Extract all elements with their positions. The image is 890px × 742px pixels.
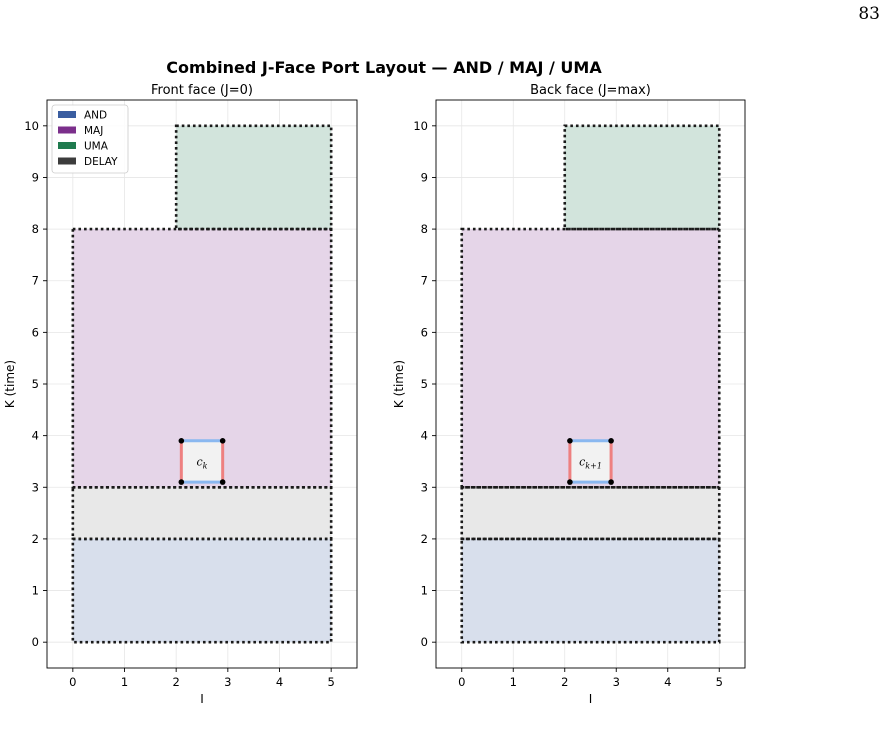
figure-title: Combined J-Face Port Layout — AND / MAJ … (166, 58, 602, 77)
legend: AND MAJ UMA DELAY (51, 104, 129, 174)
region-uma (176, 125, 332, 230)
legend-swatch-uma (58, 142, 76, 149)
y-tick-label: 0 (421, 635, 428, 649)
panel-title: Back face (J=max) (530, 83, 651, 98)
y-tick-label: 8 (32, 222, 39, 236)
y-axis-label: K (time) (392, 360, 406, 408)
panel-title: Front face (J=0) (151, 83, 253, 98)
y-axis-label: K (time) (3, 360, 17, 408)
x-tick-label: 0 (69, 675, 76, 689)
port-label: ck+1 (579, 455, 602, 470)
x-tick-label: 3 (224, 675, 231, 689)
port-corner-dot (219, 479, 226, 485)
region-outline-uma (174, 124, 333, 231)
port-cell (569, 440, 612, 483)
y-tick-label: 6 (32, 325, 39, 339)
y-tick-label: 10 (413, 119, 428, 133)
y-tick-label: 9 (32, 170, 39, 184)
port-label-subscript: k+1 (585, 461, 602, 470)
x-axis-label: I (200, 692, 204, 706)
legend-swatch-delay (58, 157, 76, 165)
x-tick-label: 5 (328, 675, 335, 689)
y-tick-label: 9 (421, 170, 428, 184)
panel-back: ck+1 0 1 2 3 4 5 0 1 2 3 4 5 6 7 8 9 10 I K (time) Back face… (392, 83, 746, 706)
x-tick-label: 4 (664, 675, 671, 689)
y-tick-label: 6 (421, 325, 428, 339)
y-tick-label: 1 (421, 584, 428, 598)
y-tick-label: 3 (32, 480, 39, 494)
y-tick-label: 5 (421, 377, 428, 391)
x-tick-label: 4 (276, 675, 283, 689)
port-label-base: c (579, 455, 585, 468)
port-cell (181, 440, 223, 483)
y-tick-label: 3 (421, 480, 428, 494)
y-tick-label: 10 (24, 119, 39, 133)
x-tick-label: 2 (173, 675, 180, 689)
x-tick-label: 1 (510, 675, 517, 689)
panel-front: ck 0 1 2 3 4 5 0 1 2 3 4 5 6 7 8 9 10 I K (time) Front face … (3, 83, 358, 706)
region-and (72, 538, 332, 643)
y-tick-label: 2 (32, 532, 39, 546)
x-axis-label: I (589, 692, 593, 706)
x-tick-label: 5 (716, 675, 723, 689)
page-number: 83 (858, 4, 880, 24)
port-corner-dot (608, 479, 614, 485)
x-tick-label: 0 (458, 675, 465, 689)
x-tick-label: 2 (561, 675, 568, 689)
region-delay (461, 487, 720, 539)
legend-label-uma: UMA (84, 141, 109, 153)
port-label-base: c (196, 455, 202, 468)
port-label-subscript: k (203, 461, 208, 470)
port-corner-dot (219, 438, 226, 444)
region-outline-and (460, 537, 721, 644)
x-tick-label: 3 (613, 675, 620, 689)
port-corner-dot (178, 438, 185, 444)
y-tick-label: 2 (421, 532, 428, 546)
y-tick-label: 0 (32, 635, 39, 649)
region-outline-delay (460, 485, 721, 541)
legend-label-and: AND (84, 110, 107, 122)
legend-label-delay: DELAY (84, 156, 118, 168)
region-and (461, 538, 720, 643)
legend-box (51, 104, 129, 174)
y-tick-label: 8 (421, 222, 428, 236)
legend-label-maj: MAJ (84, 125, 103, 137)
port-corner-dot (608, 438, 614, 444)
region-delay (72, 487, 332, 539)
port-label: ck (196, 455, 207, 470)
y-tick-label: 7 (421, 274, 428, 288)
region-outline-maj (460, 227, 721, 489)
port-corner-dot (178, 479, 185, 485)
port-corner-dot (567, 479, 573, 485)
y-tick-label: 7 (32, 274, 39, 288)
legend-swatch-maj (58, 126, 76, 134)
y-tick-label: 4 (421, 429, 428, 443)
y-tick-label: 4 (32, 429, 39, 443)
port-corner-dot (567, 438, 573, 444)
x-tick-label: 1 (121, 675, 128, 689)
y-tick-label: 5 (32, 377, 39, 391)
legend-swatch-and (58, 111, 76, 118)
y-tick-label: 1 (32, 584, 39, 598)
region-uma (564, 125, 720, 230)
